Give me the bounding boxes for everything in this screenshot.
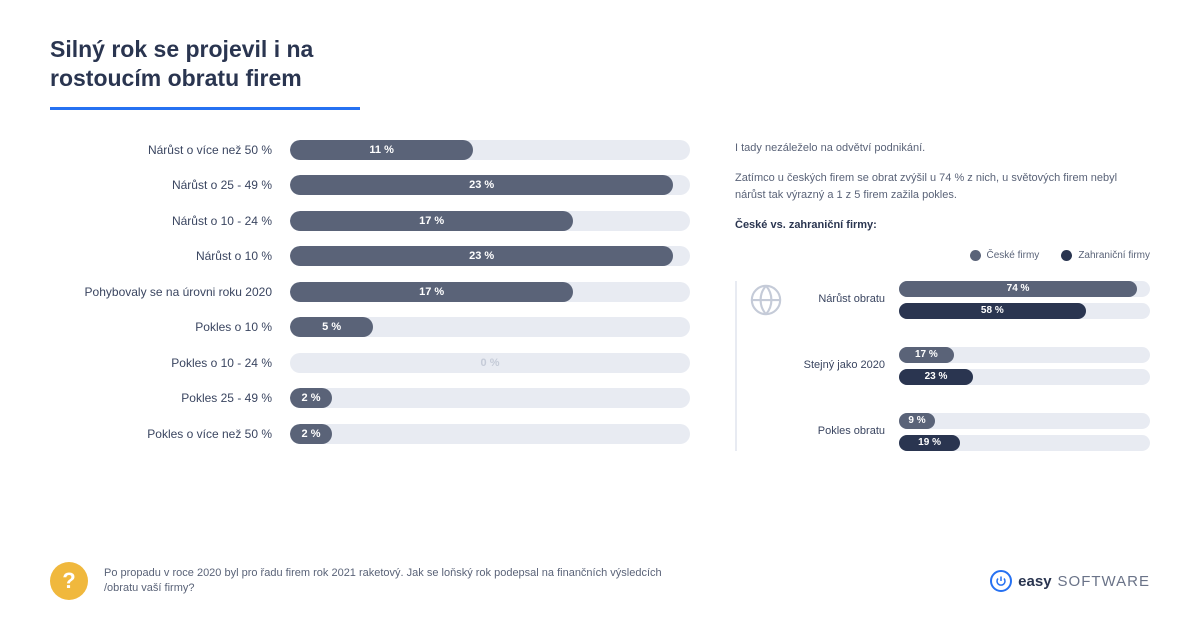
bar-label: Nárůst o 10 - 24 % xyxy=(50,214,290,228)
legend-label-zahranicni: Zahraniční firmy xyxy=(1078,248,1150,263)
bar-row: Nárůst o více než 50 %11 % xyxy=(50,140,690,160)
bar-row: Pokles 25 - 49 %2 % xyxy=(50,388,690,408)
main-chart: Nárůst o více než 50 %11 % Nárůst o 25 - … xyxy=(50,140,690,479)
page-title: Silný rok se projevil i na rostoucím obr… xyxy=(50,35,1150,93)
side-paragraph-1: I tady nezáleželo na odvětví podnikání. xyxy=(735,140,1150,157)
bar-fill: 17 % xyxy=(290,211,573,231)
comp-label: Nárůst obratu xyxy=(797,291,885,308)
bar-fill: 23 % xyxy=(290,246,673,266)
bar-label: Nárůst o 25 - 49 % xyxy=(50,178,290,192)
bar-track: 23 % xyxy=(290,175,690,195)
bar-label: Pokles 25 - 49 % xyxy=(50,391,290,405)
comparison-chart: Nárůst obratu 74 % 58 % Stejný jako 2020 17 … xyxy=(735,281,1150,451)
legend: České firmy Zahraniční firmy xyxy=(735,248,1150,263)
bar-label: Nárůst o 10 % xyxy=(50,249,290,263)
bar-fill: 2 % xyxy=(290,388,332,408)
comp-bars: 9 % 19 % xyxy=(899,413,1150,451)
bar-track: 2 % xyxy=(290,388,690,408)
comp-fill: 23 % xyxy=(899,369,973,385)
bar-label: Pokles o více než 50 % xyxy=(50,427,290,441)
logo-text-light: SOFTWARE xyxy=(1058,573,1150,590)
comparison-group: Stejný jako 2020 17 % 23 % xyxy=(741,347,1150,385)
bar-fill: 23 % xyxy=(290,175,673,195)
bar-track: 23 % xyxy=(290,246,690,266)
bar-label: Pokles o 10 - 24 % xyxy=(50,356,290,370)
bar-fill: 5 % xyxy=(290,317,373,337)
comp-bars: 74 % 58 % xyxy=(899,281,1150,319)
comp-track: 58 % xyxy=(899,303,1150,319)
globe-icon xyxy=(749,283,783,317)
comp-track: 74 % xyxy=(899,281,1150,297)
comp-track: 19 % xyxy=(899,435,1150,451)
comp-track: 23 % xyxy=(899,369,1150,385)
logo-text-bold: easy xyxy=(1018,573,1051,590)
bar-fill: 17 % xyxy=(290,282,573,302)
legend-label-ceske: České firmy xyxy=(987,248,1040,263)
bar-track: 17 % xyxy=(290,211,690,231)
comp-fill: 74 % xyxy=(899,281,1137,297)
comp-label: Stejný jako 2020 xyxy=(797,357,885,374)
side-panel: I tady nezáleželo na odvětví podnikání. … xyxy=(735,140,1150,479)
bar-track: 2 % xyxy=(290,424,690,444)
title-line2: rostoucím obratu firem xyxy=(50,65,302,91)
comp-fill: 9 % xyxy=(899,413,935,429)
comp-fill: 19 % xyxy=(899,435,960,451)
comp-track: 9 % xyxy=(899,413,1150,429)
bar-label: Pohybovaly se na úrovni roku 2020 xyxy=(50,285,290,299)
bar-row: Nárůst o 10 %23 % xyxy=(50,246,690,266)
footer-question-text: Po propadu v roce 2020 byl pro řadu fire… xyxy=(104,566,670,597)
bar-track: 11 % xyxy=(290,140,690,160)
footer: ? Po propadu v roce 2020 byl pro řadu fi… xyxy=(50,562,1150,600)
bar-row: Pokles o 10 - 24 % 0 % xyxy=(50,353,690,373)
legend-dot-zahranicni xyxy=(1061,250,1072,261)
bar-track: 5 % xyxy=(290,317,690,337)
bar-fill: 2 % xyxy=(290,424,332,444)
bar-row: Pohybovaly se na úrovni roku 202017 % xyxy=(50,282,690,302)
bar-value: 0 % xyxy=(481,353,500,373)
bar-row: Pokles o 10 %5 % xyxy=(50,317,690,337)
comp-label: Pokles obratu xyxy=(797,423,885,440)
comparison-subtitle: České vs. zahraniční firmy: xyxy=(735,217,1150,234)
legend-item-zahranicni: Zahraniční firmy xyxy=(1061,248,1150,263)
bar-track: 0 % xyxy=(290,353,690,373)
legend-item-ceske: České firmy xyxy=(970,248,1040,263)
comp-fill: 17 % xyxy=(899,347,954,363)
comparison-group: Pokles obratu 9 % 19 % xyxy=(741,413,1150,451)
bar-track: 17 % xyxy=(290,282,690,302)
bar-row: Pokles o více než 50 %2 % xyxy=(50,424,690,444)
bar-fill: 11 % xyxy=(290,140,473,160)
bar-label: Nárůst o více než 50 % xyxy=(50,143,290,157)
comp-fill: 58 % xyxy=(899,303,1086,319)
bar-row: Nárůst o 10 - 24 %17 % xyxy=(50,211,690,231)
bar-row: Nárůst o 25 - 49 %23 % xyxy=(50,175,690,195)
globe-icon xyxy=(749,415,783,449)
globe-icon xyxy=(749,349,783,383)
logo-power-icon xyxy=(990,570,1012,592)
comp-track: 17 % xyxy=(899,347,1150,363)
comparison-group: Nárůst obratu 74 % 58 % xyxy=(741,281,1150,319)
comp-bars: 17 % 23 % xyxy=(899,347,1150,385)
title-line1: Silný rok se projevil i na xyxy=(50,36,313,62)
bar-label: Pokles o 10 % xyxy=(50,320,290,334)
title-underline xyxy=(50,107,360,110)
legend-dot-ceske xyxy=(970,250,981,261)
side-paragraph-2: Zatímco u českých firem se obrat zvýšil … xyxy=(735,170,1150,203)
brand-logo: easy SOFTWARE xyxy=(990,570,1150,592)
question-badge-icon: ? xyxy=(50,562,88,600)
